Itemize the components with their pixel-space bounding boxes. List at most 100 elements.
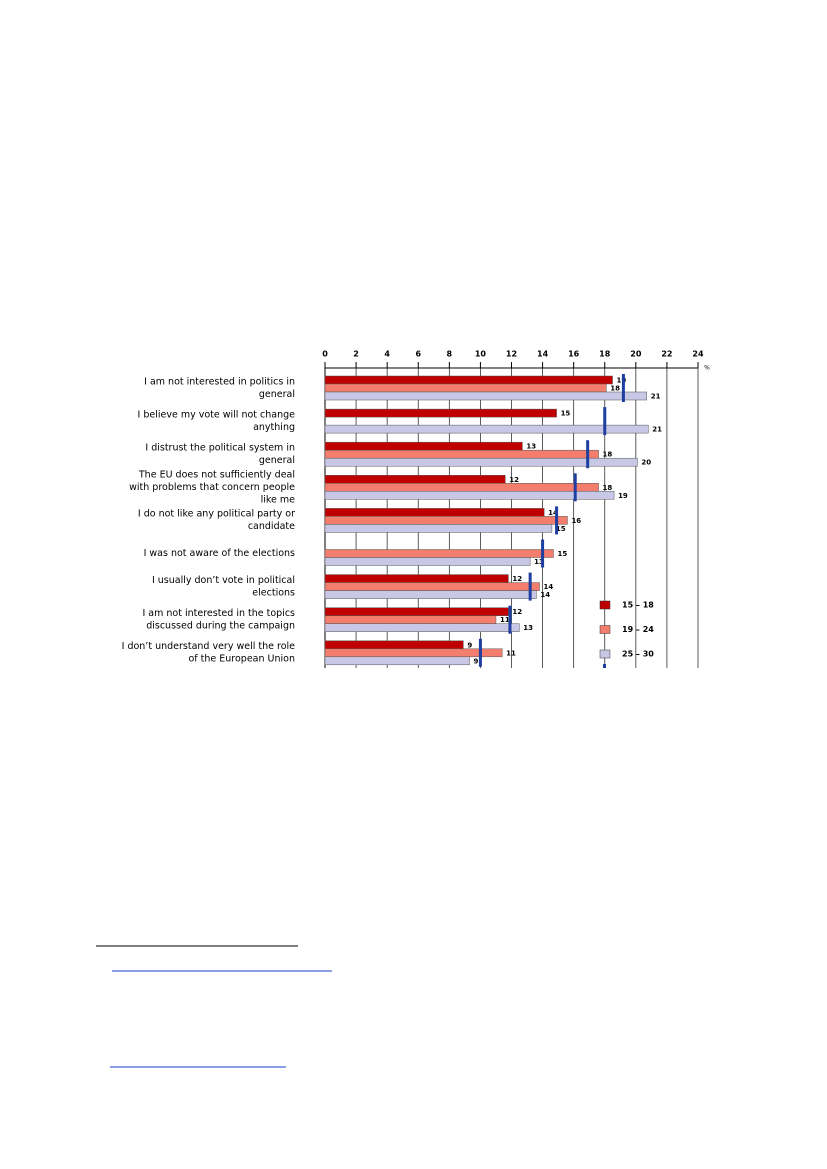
x-tick-label: 20: [630, 350, 642, 359]
value-label: 9: [467, 641, 472, 649]
category-label: I usually don’t vote in political: [152, 575, 295, 586]
value-label: 13: [526, 443, 536, 451]
value-label: 20: [641, 459, 651, 467]
bar: [324, 483, 599, 492]
value-label: 21: [652, 426, 662, 434]
x-tick-label: 2: [353, 350, 359, 359]
value-label: 19: [617, 377, 627, 385]
bar: [324, 656, 470, 666]
category-label: like me: [261, 494, 296, 505]
category-label: I am not interested in politics in: [144, 376, 295, 387]
bar: [324, 557, 531, 566]
x-tick-label: 4: [384, 350, 390, 359]
legend-label: 25 – 30: [622, 650, 654, 659]
category-label: discussed during the campaign: [146, 620, 295, 631]
average-marker: [478, 638, 482, 667]
bar: [324, 475, 506, 484]
legend-label: 15 – 18: [622, 601, 654, 610]
value-label: 18: [603, 451, 613, 459]
value-label: 13: [534, 558, 544, 566]
category-label: of the European Union: [188, 654, 295, 665]
x-tick-label: 22: [661, 350, 672, 359]
legend-swatch: [599, 600, 611, 610]
x-tick-label: 6: [415, 350, 421, 359]
bar: [324, 582, 540, 591]
legend-swatch: [603, 664, 606, 668]
category-label: with problems that concern people: [129, 482, 295, 493]
category-label: I don’t understand very well the role: [122, 641, 296, 652]
legend-label: 19 – 24: [622, 625, 654, 634]
bar: [324, 449, 599, 459]
average-marker: [603, 407, 607, 436]
bar: [324, 424, 649, 434]
x-tick-label: 8: [447, 350, 453, 359]
x-tick-label: 0: [322, 350, 328, 359]
value-label: 15: [556, 525, 566, 533]
value-label: 12: [512, 608, 522, 616]
x-tick-label: 12: [506, 350, 517, 359]
value-label: 19: [618, 492, 628, 500]
bar: [324, 640, 464, 650]
value-label: 14: [548, 509, 558, 517]
average-marker: [541, 539, 545, 568]
bar: [324, 574, 509, 583]
category-label: elections: [252, 587, 295, 598]
average-marker: [621, 374, 625, 402]
average-marker: [528, 572, 532, 601]
average-marker: [508, 605, 512, 634]
bar: [324, 508, 545, 517]
value-label: 18: [603, 484, 613, 492]
average-marker: [586, 440, 590, 469]
bar: [324, 491, 615, 500]
bar: [324, 524, 553, 533]
category-label: I am not interested in the topics: [142, 608, 295, 619]
unit-label: %: [704, 365, 710, 372]
category-label: I do not like any political party or: [138, 509, 295, 520]
value-label: 21: [651, 393, 661, 401]
value-label: 14: [540, 591, 550, 599]
average-marker: [555, 506, 559, 535]
value-label: 11: [506, 649, 516, 657]
category-label: I believe my vote will not change: [138, 409, 296, 420]
value-label: 18: [610, 385, 620, 393]
category-label: general: [259, 455, 295, 466]
bar: [324, 590, 537, 599]
bar: [324, 623, 520, 632]
x-tick-label: 16: [568, 350, 580, 359]
value-label: 13: [523, 624, 533, 632]
value-label: 14: [543, 583, 553, 591]
average-marker: [573, 473, 577, 502]
category-label: anything: [253, 422, 295, 433]
x-tick-label: 18: [599, 350, 611, 359]
bar: [324, 457, 638, 467]
bar: [324, 408, 557, 418]
category-label: I was not aware of the elections: [144, 548, 295, 559]
bar: [324, 375, 613, 385]
category-label: general: [259, 389, 295, 400]
legend-swatch: [599, 649, 611, 659]
value-label: 12: [512, 575, 522, 583]
bar: [324, 441, 523, 451]
x-tick-label: 10: [475, 350, 487, 359]
category-label: The EU does not sufficiently deal: [138, 469, 295, 480]
x-tick-label: 24: [692, 350, 704, 359]
value-label: 11: [500, 616, 510, 624]
legend-swatch: [599, 625, 611, 634]
value-label: 15: [561, 410, 571, 418]
category-label: candidate: [248, 521, 295, 532]
bar: [324, 648, 503, 658]
value-label: 9: [474, 657, 479, 665]
bar: [324, 383, 607, 393]
value-label: 12: [509, 476, 519, 484]
value-label: 15: [557, 550, 567, 558]
bar: [324, 516, 568, 525]
bar: [324, 607, 509, 616]
category-label: I distrust the political system in: [145, 442, 295, 453]
bar: [324, 549, 554, 558]
bar: [324, 391, 647, 401]
bar: [324, 615, 497, 624]
x-tick-label: 14: [537, 350, 549, 359]
value-label: 16: [571, 517, 581, 525]
